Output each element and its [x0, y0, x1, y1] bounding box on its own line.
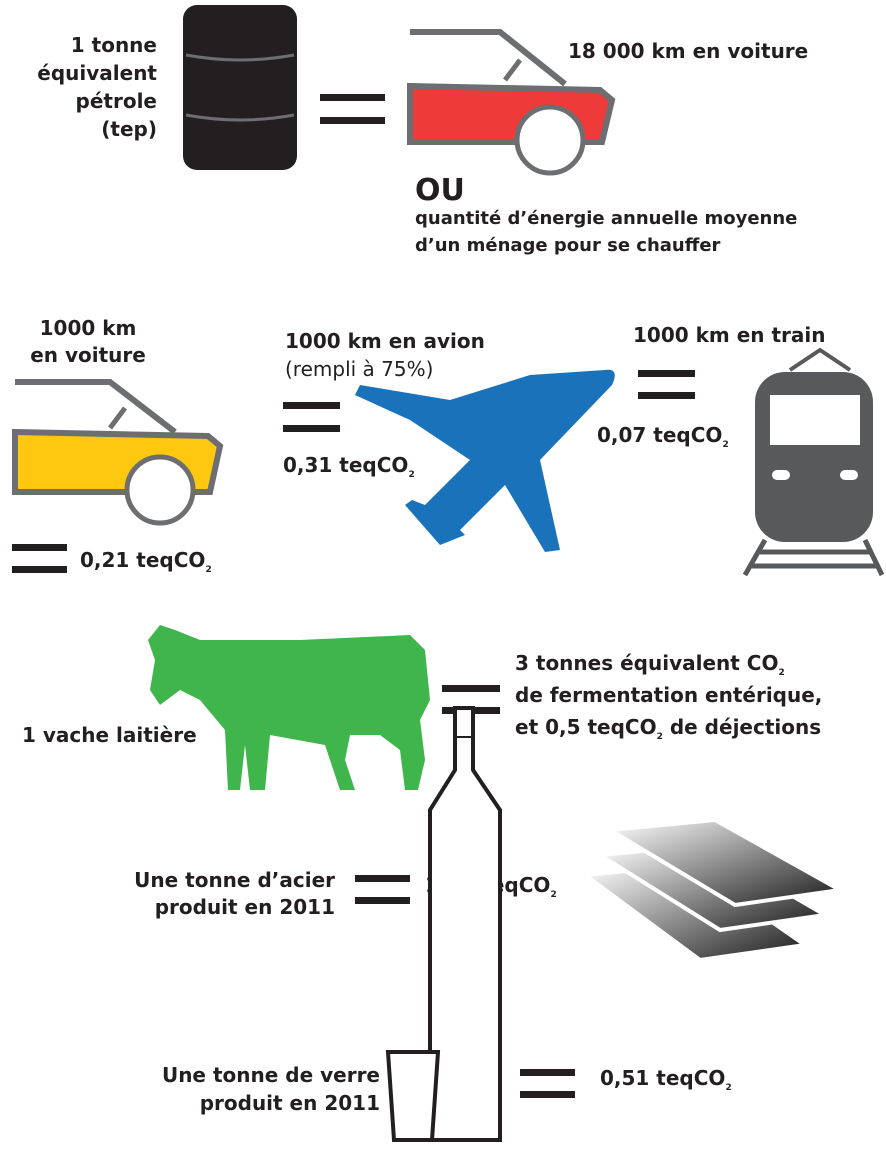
value: 0,31 teqCO2: [283, 453, 415, 480]
equals-sign: [12, 544, 67, 573]
barrel-icon: [183, 5, 297, 170]
value: 0,51 teqCO2: [600, 1066, 732, 1093]
label: d’un ménage pour se chauffer: [415, 235, 721, 256]
label: quantité d’énergie annuelle moyenne: [415, 208, 797, 229]
label: produit en 2011: [155, 895, 335, 919]
equals-sign: [283, 402, 340, 432]
label: Une tonne de verre: [162, 1063, 380, 1087]
value: 0,21 teqCO2: [80, 548, 212, 575]
label: produit en 2011: [200, 1091, 380, 1115]
label: équivalent: [37, 61, 157, 85]
label: OU: [415, 173, 465, 208]
equals-sign: [355, 875, 410, 904]
label: 1 vache laitière: [22, 723, 197, 747]
plane-icon: [355, 369, 615, 552]
train-icon: [742, 347, 885, 577]
label: pétrole: [76, 89, 157, 113]
car-icon: [12, 379, 224, 526]
label: 1000 km: [40, 316, 137, 340]
label: 18 000 km en voiture: [568, 39, 808, 63]
value: 3 tonnes équivalent CO2: [515, 651, 785, 678]
value: et 0,5 teqCO2 de déjections: [515, 715, 821, 742]
value: 0,07 teqCO2: [597, 423, 729, 450]
equals-sign: [320, 94, 385, 124]
label: Une tonne d’acier: [134, 868, 335, 892]
steel-icon: [579, 817, 847, 963]
label: 1000 km en train: [633, 323, 826, 347]
label: (rempli à 75%): [285, 357, 433, 381]
label: (tep): [101, 117, 157, 141]
cow-icon: [148, 625, 430, 790]
label: en voiture: [30, 343, 146, 367]
label: 1000 km en avion: [285, 329, 485, 353]
label: 1 tonne: [71, 33, 157, 57]
equals-sign: [520, 1069, 575, 1098]
equals-sign: [638, 370, 695, 399]
value: de fermentation entérique,: [515, 683, 822, 707]
car-icon: [407, 29, 616, 176]
glass-icon: [385, 706, 502, 1142]
